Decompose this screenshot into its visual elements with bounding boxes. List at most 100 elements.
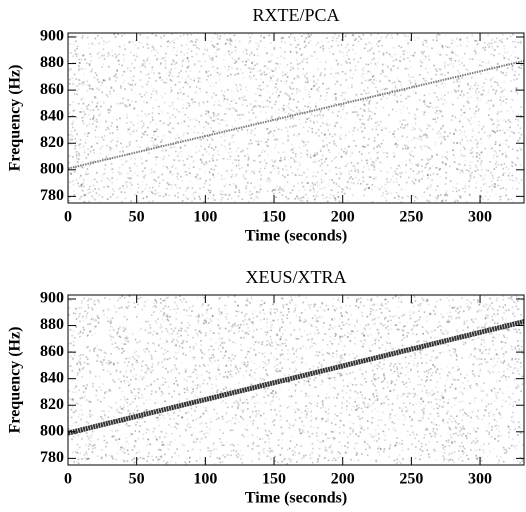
noise-dot bbox=[402, 119, 404, 121]
noise-dot bbox=[398, 164, 401, 167]
noise-dot bbox=[97, 321, 100, 324]
noise-dot bbox=[498, 144, 501, 147]
noise-dot bbox=[243, 114, 245, 116]
noise-dot bbox=[107, 95, 109, 97]
noise-dot bbox=[183, 451, 185, 454]
noise-dot bbox=[78, 82, 81, 85]
noise-dot bbox=[401, 439, 404, 442]
noise-dot bbox=[275, 138, 278, 140]
noise-dot bbox=[269, 80, 271, 82]
noise-dot bbox=[304, 38, 307, 41]
noise-dot bbox=[316, 88, 319, 90]
noise-dot bbox=[193, 76, 196, 79]
noise-dot bbox=[153, 427, 156, 430]
noise-dot bbox=[383, 373, 385, 376]
noise-dot bbox=[165, 82, 167, 84]
noise-dot bbox=[477, 461, 480, 464]
noise-dot bbox=[94, 37, 97, 40]
noise-dot bbox=[392, 192, 394, 194]
noise-dot bbox=[345, 46, 347, 49]
noise-dot bbox=[177, 196, 179, 199]
noise-dot bbox=[72, 110, 75, 112]
noise-dot bbox=[147, 331, 150, 334]
noise-dot bbox=[480, 342, 483, 345]
noise-dot bbox=[280, 311, 282, 314]
noise-dot bbox=[365, 43, 368, 46]
noise-dot bbox=[494, 141, 497, 143]
noise-dot bbox=[421, 170, 423, 173]
noise-dot bbox=[131, 184, 133, 186]
noise-dot bbox=[153, 130, 155, 133]
noise-dot bbox=[168, 154, 170, 157]
noise-dot bbox=[493, 130, 495, 133]
noise-dot bbox=[379, 145, 381, 148]
noise-dot bbox=[273, 394, 275, 396]
noise-dot bbox=[256, 87, 259, 90]
noise-dot bbox=[423, 94, 426, 97]
noise-dot bbox=[327, 129, 329, 132]
noise-dot bbox=[113, 363, 115, 365]
noise-dot bbox=[173, 39, 176, 41]
noise-dot bbox=[503, 81, 506, 84]
noise-dot bbox=[285, 339, 287, 341]
noise-dot bbox=[316, 432, 318, 434]
noise-dot bbox=[328, 87, 330, 90]
noise-dot bbox=[269, 344, 271, 346]
noise-dot bbox=[160, 347, 163, 349]
noise-dot bbox=[110, 322, 112, 324]
noise-dot bbox=[77, 161, 79, 164]
noise-dot bbox=[220, 312, 223, 315]
noise-dot bbox=[476, 43, 479, 46]
noise-dot bbox=[75, 35, 78, 38]
noise-dot bbox=[476, 166, 478, 169]
noise-dot bbox=[142, 197, 145, 199]
noise-dot bbox=[379, 73, 382, 75]
noise-dot bbox=[296, 44, 299, 46]
noise-dot bbox=[206, 139, 208, 141]
noise-dot bbox=[152, 334, 154, 336]
noise-dot bbox=[394, 143, 397, 146]
noise-dot bbox=[427, 55, 430, 57]
noise-dot bbox=[213, 113, 215, 115]
noise-dot bbox=[480, 175, 482, 177]
noise-dot bbox=[168, 74, 171, 77]
noise-dot bbox=[225, 183, 227, 186]
noise-dot bbox=[519, 423, 521, 425]
noise-dot bbox=[479, 448, 481, 451]
noise-dot bbox=[104, 391, 107, 393]
noise-dot bbox=[519, 146, 521, 149]
noise-dot bbox=[103, 410, 105, 412]
noise-dot bbox=[375, 158, 377, 161]
noise-dot bbox=[374, 113, 376, 115]
noise-dot bbox=[365, 63, 367, 66]
noise-dot bbox=[175, 357, 178, 360]
noise-dot bbox=[520, 106, 522, 108]
noise-dot bbox=[267, 132, 270, 135]
noise-dot bbox=[496, 81, 499, 84]
noise-dot bbox=[167, 40, 170, 42]
noise-dot bbox=[495, 69, 498, 71]
noise-dot bbox=[163, 417, 166, 420]
noise-dot bbox=[321, 418, 323, 421]
noise-dot bbox=[363, 327, 366, 330]
noise-dot bbox=[83, 110, 85, 113]
noise-dot bbox=[347, 170, 350, 173]
noise-dot bbox=[363, 403, 366, 405]
noise-dot bbox=[199, 87, 201, 90]
noise-dot bbox=[445, 163, 447, 166]
noise-dot bbox=[343, 105, 345, 108]
noise-dot bbox=[517, 92, 519, 95]
noise-dot bbox=[518, 66, 521, 69]
noise-dot bbox=[311, 182, 314, 184]
noise-dot bbox=[147, 73, 150, 75]
noise-dot bbox=[241, 104, 244, 106]
noise-dot bbox=[228, 50, 230, 52]
noise-dot bbox=[399, 108, 402, 111]
noise-dot bbox=[396, 33, 399, 36]
noise-dot bbox=[152, 47, 155, 49]
noise-dot bbox=[146, 347, 148, 350]
noise-dot bbox=[81, 438, 83, 440]
noise-dot bbox=[180, 150, 182, 153]
noise-dot bbox=[74, 49, 76, 52]
noise-dot bbox=[87, 306, 90, 309]
